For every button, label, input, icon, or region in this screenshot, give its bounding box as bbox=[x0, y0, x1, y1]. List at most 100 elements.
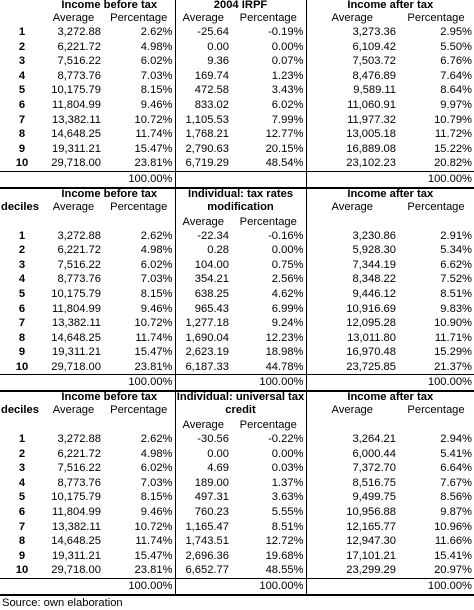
income-before-percentage: 15.47% bbox=[103, 345, 176, 360]
tax-average: 169.74 bbox=[194, 69, 229, 82]
deciles-label: deciles bbox=[1, 200, 39, 213]
income-after-average: 11,060.91 bbox=[347, 98, 397, 111]
tax-average: 472.58 bbox=[194, 84, 229, 97]
income-after-average: 8,476.89 bbox=[352, 69, 397, 82]
tax-average: 2,696.36 bbox=[185, 549, 229, 562]
income-after-average: 23,725.85 bbox=[306, 359, 399, 376]
section-title-row: Income before tax Individual: universal t… bbox=[0, 390, 474, 404]
tax-percentage: -0.16% bbox=[231, 228, 307, 244]
income-before-average: 6,221.72 bbox=[57, 244, 101, 257]
tax-average: 833.02 bbox=[194, 98, 229, 111]
col-header: Percentage bbox=[239, 215, 297, 228]
income-after-percentage: 9.97% bbox=[440, 98, 473, 111]
tax-percentage: 0.75% bbox=[231, 257, 307, 273]
table-row: 8 14,648.25 11.74% 1,690.04 12.23% 13,011.80 1… bbox=[0, 330, 474, 346]
col-header: Percentage bbox=[239, 419, 297, 432]
income-before-average: 8,773.76 bbox=[57, 273, 101, 286]
section-colheader-row: Average Percentage bbox=[0, 214, 474, 229]
income-before-average: 3,272.88 bbox=[57, 229, 101, 242]
totals-spacer bbox=[175, 578, 231, 596]
income-after-percentage: 9.87% bbox=[440, 506, 473, 519]
income-before-average: 29,718.00 bbox=[44, 563, 103, 580]
table-row: 10 29,718.00 23.81% 6,719.29 48.54% 23,102.23… bbox=[0, 156, 474, 172]
tax-percentage: 1.23% bbox=[231, 68, 307, 84]
section-title-row: Income before tax 2004 IRPF Income after t… bbox=[0, 0, 474, 11]
income-before-percentage: 7.03% bbox=[103, 272, 176, 287]
decile-number: 9 bbox=[18, 549, 26, 562]
tax-percentage: 9.24% bbox=[231, 316, 307, 331]
income-before-total: 100.00% bbox=[103, 374, 176, 393]
income-before-percentage: 9.46% bbox=[103, 301, 176, 317]
decile-number: 6 bbox=[18, 302, 26, 315]
tax-percentage: -0.22% bbox=[231, 432, 307, 447]
income-before-percentage: 2.62% bbox=[103, 228, 176, 244]
col-header-spacer bbox=[44, 215, 103, 229]
totals-spacer bbox=[306, 171, 399, 189]
tax-average: 638.25 bbox=[194, 287, 229, 300]
totals-spacer bbox=[175, 171, 231, 189]
table-row: 2 6,221.72 4.98% 0.00 0.00% 6,109.42 5.50% bbox=[0, 39, 474, 55]
decile-number: 10 bbox=[0, 563, 44, 580]
income-after-percentage: 5.50% bbox=[440, 40, 473, 53]
decile-number: 3 bbox=[18, 258, 26, 271]
totals-row: 100.00% 100.00% bbox=[0, 171, 474, 189]
tax-average: 104.00 bbox=[194, 258, 229, 271]
tax-percentage: 48.54% bbox=[231, 156, 307, 172]
decile-number: 1 bbox=[18, 26, 26, 38]
tax-percentage: 0.03% bbox=[231, 461, 307, 476]
tax-distribution-table: Income before tax 2004 IRPF Income after t… bbox=[0, 0, 474, 596]
section-colheader-row: Average Percentage bbox=[0, 418, 474, 433]
source-note: Source: own elaboration bbox=[2, 596, 123, 609]
tax-average: -25.64 bbox=[197, 26, 229, 38]
tax-average: 1,690.04 bbox=[185, 331, 229, 344]
income-after-average: 17,101.21 bbox=[346, 549, 397, 562]
decile-number: 5 bbox=[18, 84, 26, 97]
col-header: Percentage bbox=[407, 12, 465, 24]
income-after-average: 3,273.36 bbox=[352, 26, 397, 38]
income-after-total: 100.00% bbox=[398, 171, 474, 189]
tax-average: 9.36 bbox=[207, 55, 229, 68]
income-after-average: 16,889.08 bbox=[346, 142, 397, 155]
col-header-spacer bbox=[398, 215, 474, 229]
income-after-average: 7,503.72 bbox=[352, 55, 397, 68]
income-after-percentage: 21.37% bbox=[398, 359, 474, 376]
income-after-percentage: 10.90% bbox=[434, 317, 473, 330]
tax-average: 1,105.53 bbox=[185, 113, 229, 126]
income-after-average: 23,102.23 bbox=[306, 156, 399, 172]
table-row: 4 8,773.76 7.03% 354.21 2.56% 8,348.22 7.52% bbox=[0, 272, 474, 287]
deciles-label-spacer bbox=[0, 187, 44, 200]
tax-percentage: 0.00% bbox=[231, 243, 307, 258]
tax-average: 0.00 bbox=[207, 40, 229, 53]
col-header: Percentage bbox=[407, 404, 465, 417]
income-after-percentage: 11.66% bbox=[434, 535, 473, 548]
totals-spacer bbox=[44, 171, 103, 189]
income-before-percentage: 10.72% bbox=[103, 112, 176, 128]
income-before-percentage: 10.72% bbox=[103, 519, 176, 535]
decile-number: 10 bbox=[0, 156, 44, 172]
tax-percentage: 2.56% bbox=[231, 272, 307, 287]
income-before-percentage: 8.15% bbox=[103, 490, 176, 506]
income-before-average: 10,175.79 bbox=[51, 287, 101, 300]
income-after-total: 100.00% bbox=[398, 374, 474, 393]
income-before-percentage: 23.81% bbox=[103, 359, 176, 376]
col-header-spacer bbox=[103, 215, 175, 229]
income-after-percentage: 8.64% bbox=[440, 84, 473, 97]
totals-spacer bbox=[306, 374, 399, 393]
decile-number: 6 bbox=[18, 98, 26, 111]
income-before-average: 6,221.72 bbox=[57, 40, 101, 53]
income-before-average: 29,718.00 bbox=[44, 359, 103, 376]
income-after-percentage: 8.51% bbox=[440, 287, 473, 300]
income-before-percentage: 8.15% bbox=[103, 286, 176, 302]
table-row: 9 19,311.21 15.47% 2,696.36 19.68% 17,101.21 1… bbox=[0, 548, 474, 564]
deciles-label-spacer bbox=[0, 418, 44, 432]
income-before-percentage: 10.72% bbox=[103, 316, 176, 331]
col-header: Percentage bbox=[407, 200, 465, 213]
income-after-average: 10,916.69 bbox=[346, 302, 397, 315]
tax-total: 100.00% bbox=[231, 374, 307, 393]
tax-percentage: 0.00% bbox=[231, 446, 307, 462]
income-before-average: 10,175.79 bbox=[51, 84, 101, 97]
income-before-average: 19,311.21 bbox=[52, 346, 101, 359]
income-after-percentage: 2.94% bbox=[440, 433, 473, 446]
col-header: Average bbox=[305, 403, 399, 419]
income-after-average: 9,499.75 bbox=[352, 491, 397, 504]
